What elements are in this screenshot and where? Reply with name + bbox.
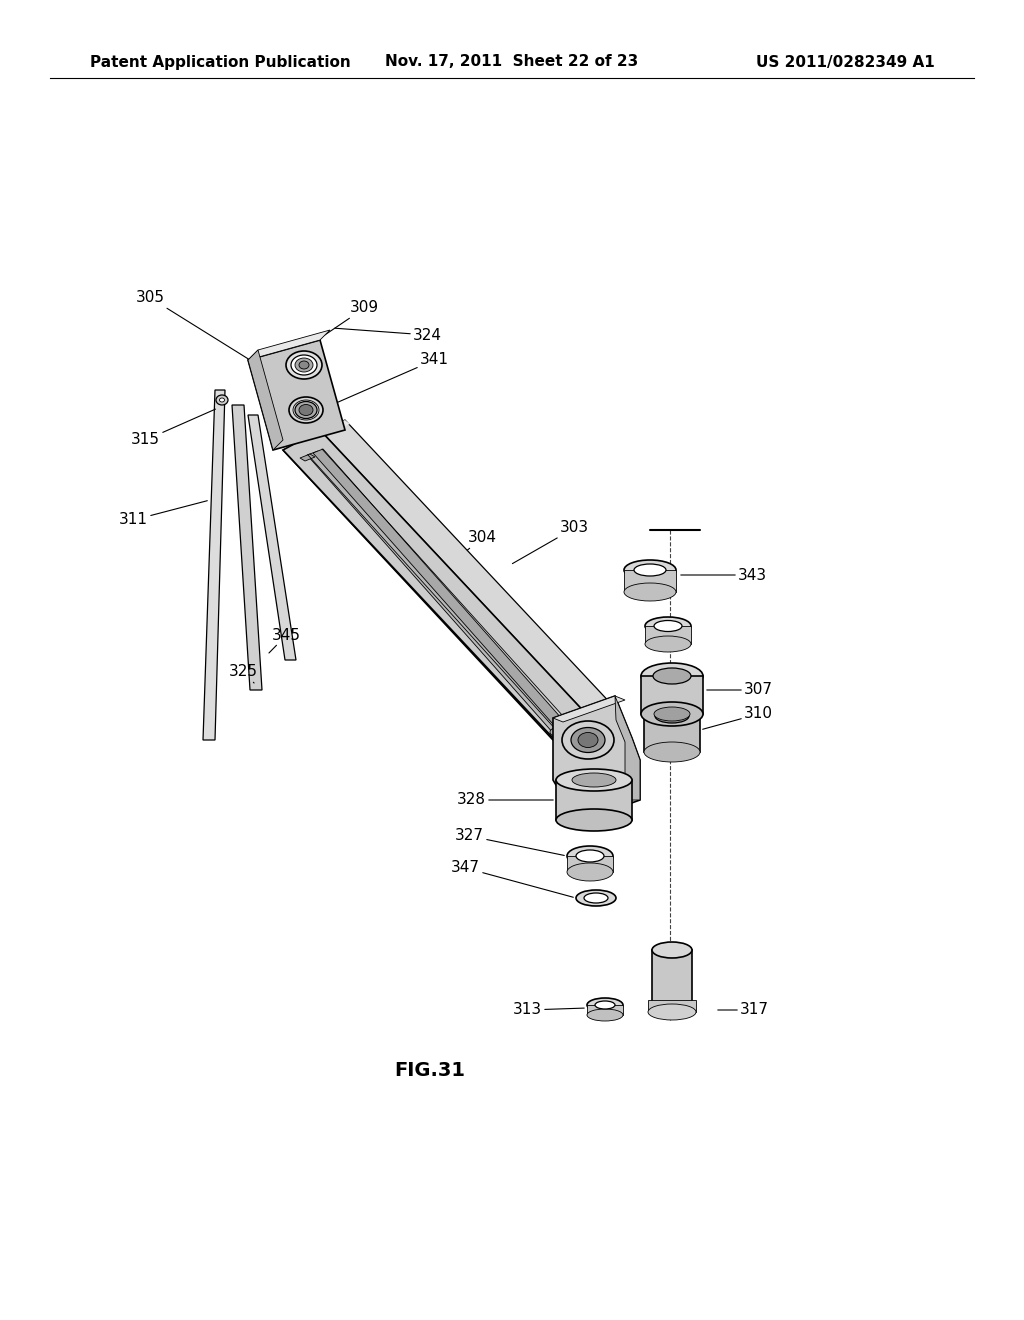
Ellipse shape bbox=[291, 355, 317, 375]
Polygon shape bbox=[248, 350, 283, 450]
Ellipse shape bbox=[641, 702, 703, 726]
Polygon shape bbox=[652, 950, 692, 1010]
Text: 317: 317 bbox=[718, 1002, 769, 1018]
Text: 327: 327 bbox=[455, 829, 564, 855]
Text: 341: 341 bbox=[323, 352, 449, 409]
Ellipse shape bbox=[645, 636, 691, 652]
Polygon shape bbox=[319, 420, 615, 718]
Polygon shape bbox=[283, 430, 590, 738]
Text: 304: 304 bbox=[432, 531, 497, 578]
Polygon shape bbox=[248, 341, 345, 450]
Polygon shape bbox=[644, 715, 700, 752]
Ellipse shape bbox=[575, 890, 616, 906]
Ellipse shape bbox=[556, 809, 632, 832]
Ellipse shape bbox=[655, 709, 689, 723]
Text: FIG.31: FIG.31 bbox=[394, 1060, 466, 1080]
Polygon shape bbox=[624, 570, 676, 591]
Polygon shape bbox=[203, 389, 225, 741]
Text: 309: 309 bbox=[312, 301, 379, 343]
Polygon shape bbox=[248, 330, 330, 360]
Ellipse shape bbox=[295, 358, 313, 372]
Ellipse shape bbox=[654, 620, 682, 631]
Text: 325: 325 bbox=[229, 664, 258, 682]
Polygon shape bbox=[248, 414, 296, 660]
Ellipse shape bbox=[289, 397, 323, 422]
Text: 303: 303 bbox=[512, 520, 589, 564]
Text: 315: 315 bbox=[131, 409, 215, 447]
Text: US 2011/0282349 A1: US 2011/0282349 A1 bbox=[757, 54, 935, 70]
Text: 307: 307 bbox=[707, 682, 773, 697]
Polygon shape bbox=[587, 1005, 623, 1015]
Ellipse shape bbox=[644, 742, 700, 762]
Text: 343: 343 bbox=[681, 568, 767, 582]
Ellipse shape bbox=[295, 401, 317, 418]
Ellipse shape bbox=[624, 583, 676, 601]
Ellipse shape bbox=[654, 708, 690, 721]
Ellipse shape bbox=[634, 564, 666, 576]
Ellipse shape bbox=[556, 770, 632, 791]
Text: 345: 345 bbox=[269, 627, 301, 653]
Text: 313: 313 bbox=[513, 1002, 585, 1018]
Ellipse shape bbox=[567, 863, 613, 880]
Text: 310: 310 bbox=[702, 706, 773, 729]
Polygon shape bbox=[307, 451, 565, 734]
Ellipse shape bbox=[299, 404, 313, 416]
Ellipse shape bbox=[624, 560, 676, 579]
Polygon shape bbox=[232, 405, 262, 690]
Ellipse shape bbox=[584, 894, 608, 903]
Ellipse shape bbox=[299, 360, 309, 370]
Polygon shape bbox=[553, 696, 640, 822]
Polygon shape bbox=[553, 696, 625, 722]
Ellipse shape bbox=[575, 850, 604, 862]
Ellipse shape bbox=[652, 942, 692, 958]
Ellipse shape bbox=[219, 399, 224, 403]
Ellipse shape bbox=[578, 733, 598, 747]
Ellipse shape bbox=[648, 1005, 696, 1020]
Ellipse shape bbox=[595, 1001, 615, 1008]
Polygon shape bbox=[313, 449, 570, 733]
Ellipse shape bbox=[653, 668, 691, 684]
Polygon shape bbox=[648, 1001, 696, 1012]
Text: 347: 347 bbox=[451, 861, 573, 898]
Ellipse shape bbox=[286, 351, 322, 379]
Polygon shape bbox=[319, 420, 350, 434]
Ellipse shape bbox=[567, 846, 613, 866]
Ellipse shape bbox=[572, 774, 616, 787]
Polygon shape bbox=[556, 780, 632, 820]
Ellipse shape bbox=[216, 395, 228, 405]
Ellipse shape bbox=[652, 1003, 692, 1016]
Text: 328: 328 bbox=[457, 792, 553, 808]
Polygon shape bbox=[300, 454, 315, 461]
Ellipse shape bbox=[571, 727, 605, 752]
Polygon shape bbox=[615, 696, 640, 800]
Polygon shape bbox=[645, 626, 691, 644]
Ellipse shape bbox=[644, 705, 700, 727]
Ellipse shape bbox=[550, 729, 562, 737]
Ellipse shape bbox=[587, 998, 623, 1012]
Polygon shape bbox=[641, 676, 703, 714]
Text: 305: 305 bbox=[136, 290, 256, 363]
Text: 311: 311 bbox=[119, 500, 207, 528]
Text: Patent Application Publication: Patent Application Publication bbox=[90, 54, 351, 70]
Ellipse shape bbox=[641, 663, 703, 689]
Polygon shape bbox=[283, 430, 615, 741]
Ellipse shape bbox=[562, 721, 614, 759]
Ellipse shape bbox=[587, 1008, 623, 1020]
Text: Nov. 17, 2011  Sheet 22 of 23: Nov. 17, 2011 Sheet 22 of 23 bbox=[385, 54, 639, 70]
Polygon shape bbox=[567, 855, 613, 873]
Ellipse shape bbox=[645, 616, 691, 635]
Text: 324: 324 bbox=[335, 327, 442, 342]
